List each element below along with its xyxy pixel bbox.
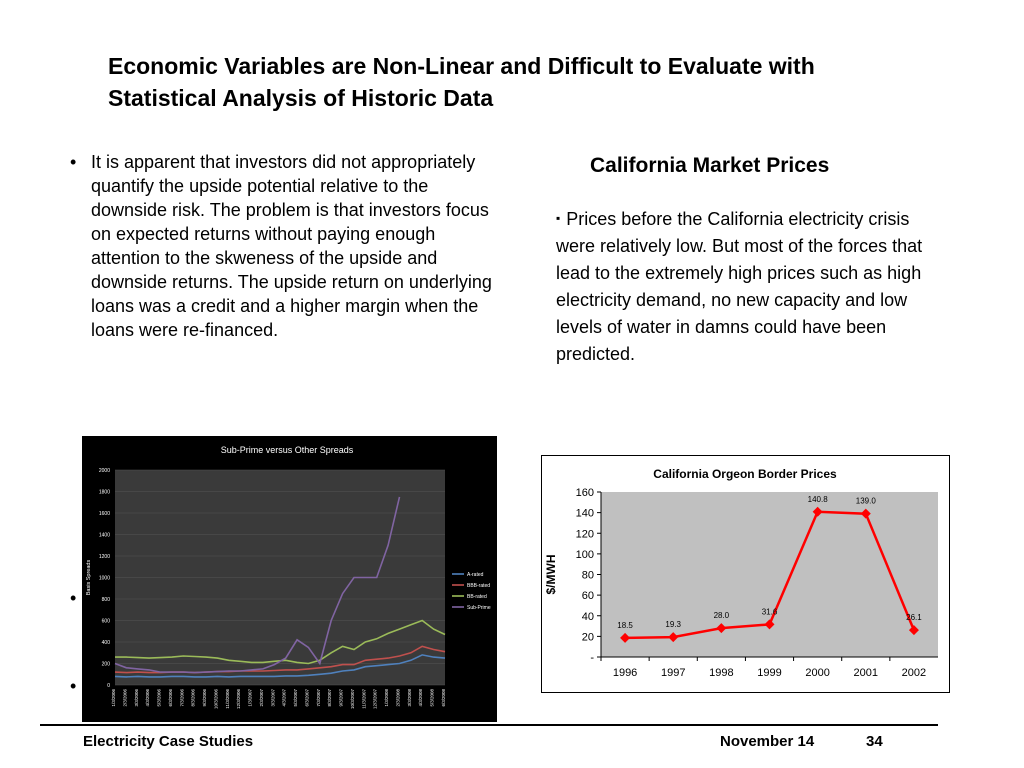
x-tick-label: 4/3/2008 bbox=[418, 689, 423, 707]
x-tick-label: 1/3/2008 bbox=[384, 689, 389, 707]
x-tick-label: 1996 bbox=[613, 667, 637, 679]
x-tick-label: 6/3/2008 bbox=[441, 689, 446, 707]
y-tick-label: 20 bbox=[582, 631, 594, 643]
data-point-marker bbox=[812, 506, 823, 517]
y-tick-label: 1800 bbox=[99, 490, 110, 496]
x-tick-label: 6/3/2007 bbox=[304, 689, 309, 707]
legend-label: BB-rated bbox=[467, 594, 487, 600]
series-line-sub-prime bbox=[114, 496, 401, 674]
y-tick-label: 60 bbox=[582, 590, 594, 602]
data-label: 139.0 bbox=[856, 497, 877, 506]
x-tick-label: 3/3/2006 bbox=[134, 689, 139, 707]
footer-divider bbox=[40, 724, 938, 726]
plot-area bbox=[601, 492, 938, 657]
series-line-a-rated bbox=[114, 654, 446, 678]
legend-label: Sub-Prime bbox=[467, 605, 491, 611]
spreads-chart: Sub-Prime versus Other Spreads 0 200 400 600… bbox=[82, 436, 497, 722]
x-tick-label: 1/3/2007 bbox=[248, 689, 253, 707]
x-tick-label: 2/3/2007 bbox=[259, 689, 264, 707]
x-tick-label: 5/3/2007 bbox=[293, 689, 298, 707]
bullet-dot-icon: • bbox=[70, 152, 77, 172]
x-tick-label: 2001 bbox=[854, 667, 878, 679]
x-tick-label: 4/3/2006 bbox=[145, 689, 150, 707]
y-tick-label: 160 bbox=[576, 487, 594, 499]
slide-title: Economic Variables are Non-Linear and Di… bbox=[108, 53, 815, 111]
chart-title: Sub-Prime versus Other Spreads bbox=[221, 445, 354, 455]
footer-date: November 14 bbox=[720, 733, 815, 750]
x-tick-label: 12/3/2006 bbox=[236, 689, 241, 710]
y-tick-label: 40 bbox=[582, 611, 594, 623]
y-tick-label: - bbox=[590, 652, 594, 664]
y-tick-label: 800 bbox=[102, 597, 111, 603]
x-tick-label: 5/3/2008 bbox=[430, 689, 435, 707]
x-tick-label: 11/3/2007 bbox=[361, 689, 366, 709]
y-axis-label: Basis Spreads bbox=[86, 560, 92, 596]
x-tick-label: 8/3/2006 bbox=[191, 689, 196, 707]
bullet-dot-icon: • bbox=[70, 676, 77, 696]
x-tick-label: 5/3/2006 bbox=[157, 689, 162, 707]
x-tick-label: 2/3/2008 bbox=[395, 689, 400, 707]
x-tick-label: 6/3/2006 bbox=[168, 689, 173, 707]
data-point-marker bbox=[764, 619, 775, 630]
bullet-dot-icon: • bbox=[70, 588, 77, 608]
data-point-marker bbox=[716, 623, 727, 634]
x-tick-label: 9/3/2006 bbox=[202, 689, 207, 707]
data-label: 19.3 bbox=[665, 620, 681, 629]
x-tick-label: 2/3/2006 bbox=[122, 689, 127, 707]
y-tick-label: 2000 bbox=[99, 468, 110, 474]
x-tick-label: 3/3/2008 bbox=[407, 689, 412, 707]
data-point-marker bbox=[860, 508, 871, 519]
x-tick-label: 2002 bbox=[902, 667, 926, 679]
x-tick-label: 1997 bbox=[661, 667, 685, 679]
slide-number: 34 bbox=[866, 733, 883, 750]
y-tick-label: 0 bbox=[107, 683, 110, 689]
x-tick-label: 8/3/2007 bbox=[327, 689, 332, 707]
x-tick-label: 11/3/2006 bbox=[225, 689, 230, 709]
footer-title: Electricity Case Studies bbox=[83, 733, 254, 750]
y-tick-label: 400 bbox=[102, 640, 111, 646]
x-tick-label: 4/3/2007 bbox=[282, 689, 287, 707]
x-tick-label: 3/3/2007 bbox=[270, 689, 275, 707]
x-tick-label: 1/3/2006 bbox=[111, 689, 116, 707]
y-tick-label: 600 bbox=[102, 619, 111, 625]
right-bullet-paragraph: ▪ Prices before the California electricit… bbox=[556, 205, 936, 368]
y-tick-label: 200 bbox=[102, 662, 111, 668]
y-tick-label: 1200 bbox=[99, 554, 110, 560]
data-label: 28.0 bbox=[714, 611, 730, 620]
x-tick-label: 1999 bbox=[757, 667, 781, 679]
x-tick-label: 1998 bbox=[709, 667, 733, 679]
y-tick-label: 80 bbox=[582, 570, 594, 582]
data-label: 31.6 bbox=[762, 607, 778, 616]
x-tick-label: 10/3/2007 bbox=[350, 689, 355, 710]
data-point-marker bbox=[668, 632, 679, 643]
y-tick-label: 1400 bbox=[99, 533, 110, 539]
data-point-marker bbox=[620, 632, 631, 643]
y-tick-label: 140 bbox=[576, 508, 594, 520]
x-tick-label: 7/3/2007 bbox=[316, 689, 321, 707]
california-price-chart: California Orgeon Border Prices - 20 40 60 80… bbox=[541, 455, 950, 693]
data-point-marker bbox=[908, 625, 919, 636]
left-bullet-text: It is apparent that investors did not ap… bbox=[91, 152, 492, 340]
data-label: 26.1 bbox=[906, 613, 922, 622]
square-bullet-icon: ▪ bbox=[556, 211, 561, 225]
y-tick-label: 1600 bbox=[99, 511, 110, 517]
x-tick-label: 9/3/2007 bbox=[339, 689, 344, 707]
x-tick-label: 10/3/2006 bbox=[213, 689, 218, 710]
legend-label: A-rated bbox=[467, 572, 484, 578]
y-tick-label: 100 bbox=[576, 549, 594, 561]
data-label: 140.8 bbox=[808, 495, 829, 504]
legend-label: BBB-rated bbox=[467, 583, 490, 589]
chart-title: California Orgeon Border Prices bbox=[653, 467, 837, 481]
x-tick-label: 12/3/2007 bbox=[373, 689, 378, 710]
california-market-prices-heading: California Market Prices bbox=[590, 154, 830, 177]
right-bullet-text: Prices before the California electricity… bbox=[556, 209, 923, 364]
y-tick-label: 120 bbox=[576, 528, 594, 540]
y-tick-label: 1000 bbox=[99, 576, 110, 582]
data-label: 18.5 bbox=[617, 621, 633, 630]
x-tick-label: 7/3/2006 bbox=[179, 689, 184, 707]
x-tick-label: 2000 bbox=[805, 667, 829, 679]
y-axis-label: $/MWH bbox=[544, 555, 558, 595]
